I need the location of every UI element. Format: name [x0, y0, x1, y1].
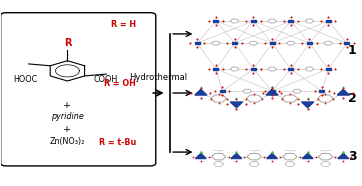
- Bar: [326, 68, 331, 70]
- Polygon shape: [268, 19, 276, 23]
- Polygon shape: [212, 41, 220, 45]
- Text: 3: 3: [348, 150, 357, 163]
- Polygon shape: [305, 19, 314, 23]
- Bar: [270, 90, 275, 92]
- Text: COOH: COOH: [94, 75, 118, 84]
- FancyBboxPatch shape: [1, 13, 156, 166]
- Polygon shape: [211, 153, 226, 160]
- Polygon shape: [317, 95, 333, 102]
- Bar: [220, 90, 225, 92]
- Polygon shape: [247, 153, 261, 160]
- Polygon shape: [246, 95, 262, 102]
- Bar: [195, 42, 200, 44]
- Text: R = H: R = H: [111, 20, 136, 29]
- Polygon shape: [195, 153, 206, 158]
- Bar: [319, 90, 324, 92]
- Text: R = OH: R = OH: [104, 79, 136, 88]
- Bar: [251, 68, 256, 70]
- Polygon shape: [302, 153, 313, 158]
- Text: +: +: [63, 101, 71, 110]
- Text: HOOC: HOOC: [13, 75, 38, 84]
- Bar: [344, 42, 349, 44]
- Polygon shape: [285, 162, 295, 166]
- Polygon shape: [266, 89, 278, 95]
- Text: Zn(NO₃)₂: Zn(NO₃)₂: [50, 137, 85, 146]
- Polygon shape: [243, 89, 252, 93]
- Polygon shape: [318, 153, 333, 160]
- Polygon shape: [302, 102, 314, 108]
- Polygon shape: [324, 41, 333, 45]
- Polygon shape: [195, 89, 207, 95]
- Polygon shape: [286, 41, 295, 45]
- Polygon shape: [283, 153, 297, 160]
- Bar: [214, 20, 218, 22]
- Bar: [326, 20, 331, 22]
- Polygon shape: [282, 95, 298, 102]
- Polygon shape: [230, 67, 239, 71]
- Polygon shape: [211, 95, 227, 102]
- Bar: [307, 42, 312, 44]
- Polygon shape: [320, 162, 331, 166]
- Bar: [214, 68, 218, 70]
- Polygon shape: [230, 102, 243, 108]
- Text: pyridine: pyridine: [51, 113, 84, 121]
- Bar: [232, 42, 237, 44]
- Polygon shape: [231, 153, 242, 158]
- Polygon shape: [214, 162, 224, 166]
- Polygon shape: [338, 153, 349, 158]
- Text: Hydrothermal: Hydrothermal: [129, 73, 188, 82]
- Text: 2: 2: [348, 92, 357, 105]
- Text: R = t-Bu: R = t-Bu: [99, 138, 136, 147]
- Polygon shape: [305, 67, 314, 71]
- Text: R: R: [64, 38, 71, 48]
- Bar: [270, 42, 275, 44]
- Text: 1: 1: [348, 44, 357, 57]
- Polygon shape: [267, 153, 277, 158]
- Polygon shape: [337, 89, 349, 95]
- Text: +: +: [63, 125, 71, 134]
- Bar: [288, 68, 293, 70]
- Polygon shape: [249, 162, 259, 166]
- Polygon shape: [249, 41, 258, 45]
- Bar: [251, 20, 256, 22]
- Bar: [288, 20, 293, 22]
- Polygon shape: [230, 19, 239, 23]
- Polygon shape: [268, 67, 276, 71]
- Polygon shape: [292, 89, 301, 93]
